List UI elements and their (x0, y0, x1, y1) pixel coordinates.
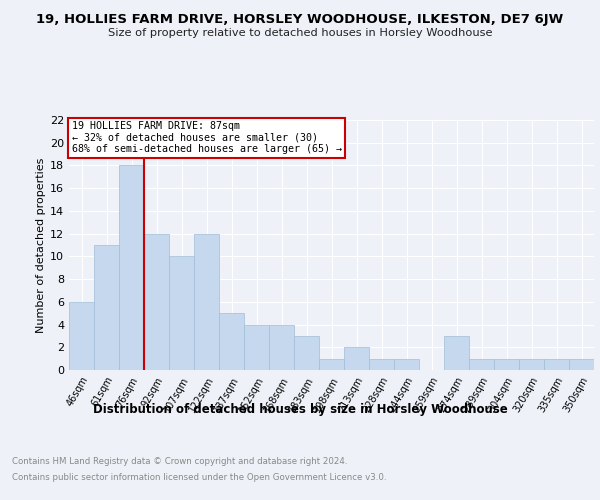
Bar (344, 348, 369, 370)
Text: Contains HM Land Registry data © Crown copyright and database right 2024.: Contains HM Land Registry data © Crown c… (12, 458, 347, 466)
Bar (144, 234, 169, 370)
Bar (519, 358, 544, 370)
Text: Distribution of detached houses by size in Horsley Woodhouse: Distribution of detached houses by size … (92, 402, 508, 415)
Text: Contains public sector information licensed under the Open Government Licence v3: Contains public sector information licen… (12, 472, 386, 482)
Bar (219, 313, 244, 370)
Bar (69, 302, 94, 370)
Text: 19, HOLLIES FARM DRIVE, HORSLEY WOODHOUSE, ILKESTON, DE7 6JW: 19, HOLLIES FARM DRIVE, HORSLEY WOODHOUS… (37, 12, 563, 26)
Bar (369, 358, 394, 370)
Bar (294, 336, 319, 370)
Bar (394, 358, 419, 370)
Y-axis label: Number of detached properties: Number of detached properties (36, 158, 46, 332)
Bar (319, 358, 344, 370)
Bar (244, 324, 269, 370)
Bar (544, 358, 569, 370)
Bar (194, 234, 219, 370)
Text: 19 HOLLIES FARM DRIVE: 87sqm
← 32% of detached houses are smaller (30)
68% of se: 19 HOLLIES FARM DRIVE: 87sqm ← 32% of de… (71, 121, 341, 154)
Bar (569, 358, 594, 370)
Bar (94, 245, 119, 370)
Bar (444, 336, 469, 370)
Bar (269, 324, 294, 370)
Text: Size of property relative to detached houses in Horsley Woodhouse: Size of property relative to detached ho… (108, 28, 492, 38)
Bar (119, 166, 144, 370)
Bar (494, 358, 519, 370)
Bar (469, 358, 494, 370)
Bar (169, 256, 194, 370)
